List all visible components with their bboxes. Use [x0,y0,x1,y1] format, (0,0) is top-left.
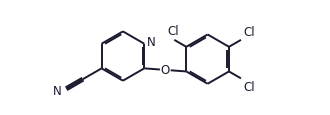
Text: Cl: Cl [167,25,179,37]
Text: O: O [161,64,170,77]
Text: N: N [52,84,61,97]
Text: Cl: Cl [243,25,255,38]
Text: Cl: Cl [243,80,255,93]
Text: N: N [147,36,156,49]
